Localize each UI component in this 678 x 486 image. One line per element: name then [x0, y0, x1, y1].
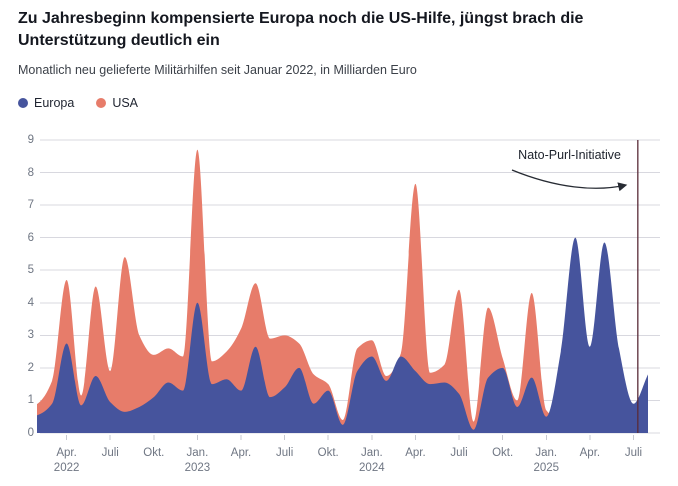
x-tick-label: Apr. — [405, 447, 426, 459]
x-tick-label: Okt. — [317, 447, 339, 459]
legend-item-usa: USA — [96, 96, 138, 110]
y-tick-label: 6 — [27, 231, 34, 244]
legend-item-europa: Europa — [18, 96, 74, 110]
x-tick-label: Juli — [101, 447, 119, 459]
x-tick-label: Juli — [275, 447, 294, 459]
legend-label-usa: USA — [112, 96, 139, 110]
x-tick-label: Jan. 2025 — [533, 447, 560, 474]
chart-title: Zu Jahresbeginn kompensierte Europa noch… — [18, 10, 584, 49]
y-tick-label: 4 — [27, 296, 34, 309]
legend: Europa USA — [18, 96, 138, 110]
y-tick-label: 9 — [27, 133, 34, 146]
x-tick-label: Apr. — [579, 447, 601, 459]
x-tick-label: Jan. 2023 — [184, 447, 211, 474]
x-tick-year: 2024 — [359, 462, 385, 474]
usa-legend-dot-icon — [96, 98, 107, 108]
y-tick-label: 2 — [27, 361, 34, 374]
x-tick-label: Juli — [450, 447, 468, 459]
chart-subtitle: Monatlich neu gelieferte Militärhilfen s… — [18, 63, 417, 77]
x-tick-label: Apr. — [230, 447, 252, 459]
x-tick-label: Jan. 2024 — [359, 447, 385, 474]
annotation-label: Nato-Purl-Initiative — [518, 148, 621, 162]
x-tick-label: Apr. 2022 — [53, 447, 80, 474]
legend-label-europa: Europa — [34, 96, 75, 110]
x-tick-label: Okt. — [492, 447, 514, 459]
area-series-europa — [37, 237, 648, 433]
y-tick-label: 5 — [27, 264, 34, 277]
y-tick-label: 7 — [27, 199, 34, 212]
annotation-arrow-icon — [511, 169, 628, 192]
area-series-usa — [37, 149, 648, 433]
y-tick-label: 3 — [27, 329, 34, 342]
x-tick-year: 2022 — [53, 462, 80, 474]
y-tick-label: 1 — [27, 394, 34, 407]
x-tick-year: 2025 — [533, 462, 560, 474]
x-tick-label: Okt. — [143, 447, 165, 459]
y-tick-label: 8 — [27, 166, 34, 179]
x-tick-year: 2023 — [184, 462, 211, 474]
x-tick-label: Juli — [624, 447, 643, 459]
europa-legend-dot-icon — [18, 98, 28, 108]
y-tick-label: 0 — [27, 427, 34, 439]
